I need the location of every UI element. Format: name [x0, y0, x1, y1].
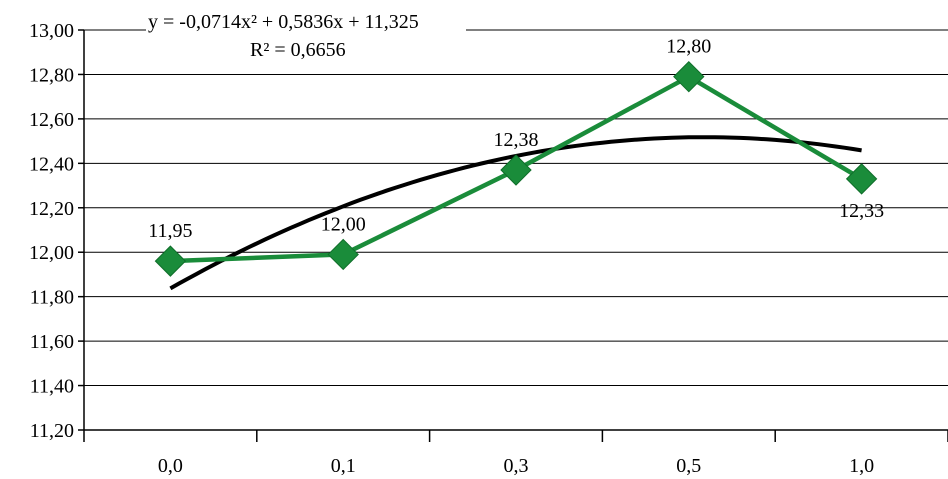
y-tick-label: 11,40 — [30, 376, 74, 398]
data-marker — [500, 154, 532, 186]
x-tick-labels: 0,0 0,1 0,3 0,5 1,0 — [158, 455, 874, 477]
y-tick-label: 13,00 — [29, 20, 74, 42]
trendline-r-squared: R² = 0,6656 — [250, 39, 346, 61]
gridlines — [78, 29, 948, 442]
y-tick-labels: 13,00 12,80 12,60 12,40 12,20 12,00 11,80 11,60… — [29, 20, 74, 442]
x-tick-label: 0,3 — [504, 455, 529, 477]
x-tick-label: 1,0 — [849, 455, 874, 477]
data-label: 12,80 — [666, 36, 711, 58]
data-marker — [845, 163, 878, 195]
data-marker — [673, 60, 705, 93]
y-tick-label: 12,20 — [29, 198, 74, 220]
equation-background — [146, 10, 466, 34]
x-tick-label: 0,5 — [676, 455, 701, 477]
y-tick-label: 12,80 — [29, 64, 74, 86]
data-labels: 11,95 12,00 12,38 12,80 12,33 — [148, 36, 884, 242]
x-tick-label: 0,1 — [331, 455, 356, 477]
data-label: 12,38 — [494, 129, 539, 151]
y-tick-label: 11,60 — [30, 331, 74, 353]
y-tick-label: 12,40 — [29, 153, 74, 175]
data-marker — [327, 238, 359, 271]
x-tick-label: 0,0 — [158, 455, 183, 477]
data-markers — [154, 60, 878, 277]
data-marker — [154, 245, 187, 277]
y-tick-label: 11,80 — [30, 287, 74, 309]
y-tick-label: 12,00 — [29, 242, 74, 264]
data-label: 12,00 — [321, 213, 366, 235]
axes — [83, 30, 948, 431]
trendline-equation: y = -0,0714x² + 0,5836x + 11,325 — [148, 11, 419, 33]
data-label: 11,95 — [148, 220, 192, 242]
data-label: 12,33 — [839, 200, 884, 222]
y-tick-label: 12,60 — [29, 109, 74, 131]
y-tick-label: 11,20 — [30, 420, 74, 442]
